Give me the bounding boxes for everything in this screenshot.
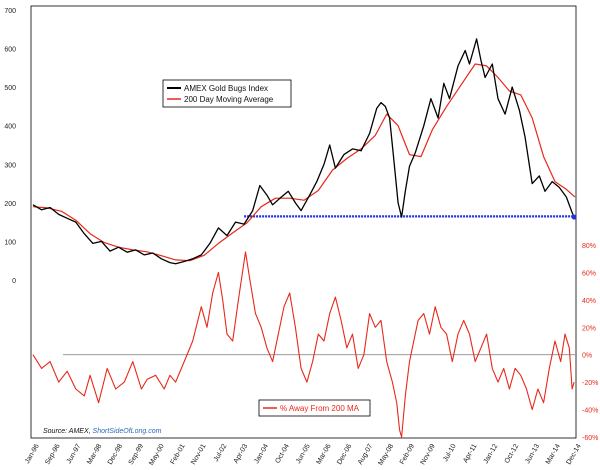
top-series-group: [32, 38, 577, 265]
top-y-tick-label: 700: [4, 8, 16, 15]
bottom-y-tick-label: 20%: [582, 325, 596, 332]
top-y-tick-label: 500: [4, 85, 16, 92]
top-y-tick-label: 600: [4, 47, 16, 54]
source-note: Source: AMEX, ShortSideOfLong.com: [43, 428, 162, 435]
top-y-tick-label: 400: [4, 124, 16, 131]
x-tick-label: Sep-96: [44, 443, 61, 466]
x-tick-label: Mar-06: [315, 443, 332, 466]
bottom-y-axis: -60% -40% -20% 0% 20% 40% 60% 80%: [582, 243, 598, 442]
x-tick-label: Aug-07: [357, 443, 374, 466]
top-y-tick-label: 200: [4, 201, 16, 208]
x-tick-label: Jun-97: [66, 443, 83, 465]
x-tick-label: Jul-10: [442, 443, 458, 463]
x-tick-label: Jun-13: [524, 443, 541, 465]
x-axis: Jan-96 Sep-96 Jun-97 Mar-98 Dec-98 Sep-99 May-…: [24, 443, 583, 467]
percent-away-line: [32, 251, 575, 438]
bottom-y-tick-label: 80%: [582, 243, 596, 250]
bottom-y-tick-label: -20%: [582, 380, 598, 387]
top-legend-box: [162, 79, 292, 108]
x-tick-label: Apr-11: [462, 443, 478, 464]
gold-bugs-index-line: [32, 38, 575, 265]
legend-label-gold-bugs: AMEX Gold Bugs Index: [184, 84, 268, 93]
x-tick-label: Jun-05: [295, 443, 312, 465]
x-tick-label: May-08: [377, 443, 395, 467]
x-tick-label: Feb-09: [399, 443, 416, 466]
x-tick-label: Jan-96: [24, 443, 41, 465]
bottom-legend-box: [258, 399, 371, 417]
x-tick-label: Nov-09: [420, 443, 437, 466]
x-tick-label: Oct-12: [504, 443, 521, 465]
bottom-legend: % Away From 200 MA: [258, 399, 371, 417]
top-y-tick-label: 0: [12, 278, 16, 285]
x-tick-label: Jul-02: [213, 443, 229, 463]
bottom-y-tick-label: -60%: [582, 435, 598, 442]
source-brand: ShortSideOfLong.com: [93, 428, 162, 435]
x-tick-label: Dec-06: [336, 443, 353, 466]
gold-bugs-last-point: [571, 214, 577, 220]
x-tick-label: Dec-98: [107, 443, 124, 466]
x-tick-label: Jan-04: [253, 443, 270, 465]
x-tick-label: Mar-98: [86, 443, 103, 466]
x-tick-label: Mar-14: [545, 443, 562, 466]
plot-border: [30, 5, 577, 439]
top-y-tick-label: 300: [4, 162, 16, 169]
top-y-axis: 0 100 200 300 400 500 600 700: [4, 8, 16, 285]
bottom-series-group: [32, 251, 575, 438]
source-prefix: Source: AMEX,: [43, 428, 93, 435]
moving-average-line: [32, 63, 576, 262]
x-tick-label: Apr-03: [233, 443, 250, 465]
top-y-tick-label: 100: [4, 239, 16, 246]
x-tick-label: Nov-01: [190, 443, 207, 466]
x-tick-label: Sep-99: [128, 443, 145, 466]
x-tick-label: Oct-04: [274, 443, 291, 465]
legend-label-moving-average: 200 Day Moving Average: [184, 95, 274, 104]
x-tick-label: May-00: [148, 443, 166, 467]
bottom-y-tick-label: 0%: [582, 353, 592, 360]
bottom-y-tick-label: 40%: [582, 298, 596, 305]
x-tick-label: Feb-01: [170, 443, 187, 466]
legend-label-percent-away: % Away From 200 MA: [280, 404, 360, 413]
chart-frame: [30, 5, 577, 439]
x-tick-label: Dec-14: [565, 443, 582, 466]
x-tick-label: Jan-12: [483, 443, 500, 465]
bottom-y-tick-label: -40%: [582, 408, 598, 415]
bottom-y-tick-label: 60%: [582, 270, 596, 277]
top-legend: AMEX Gold Bugs Index 200 Day Moving Aver…: [162, 79, 292, 108]
